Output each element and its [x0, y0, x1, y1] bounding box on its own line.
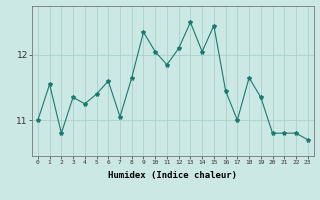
X-axis label: Humidex (Indice chaleur): Humidex (Indice chaleur)	[108, 171, 237, 180]
